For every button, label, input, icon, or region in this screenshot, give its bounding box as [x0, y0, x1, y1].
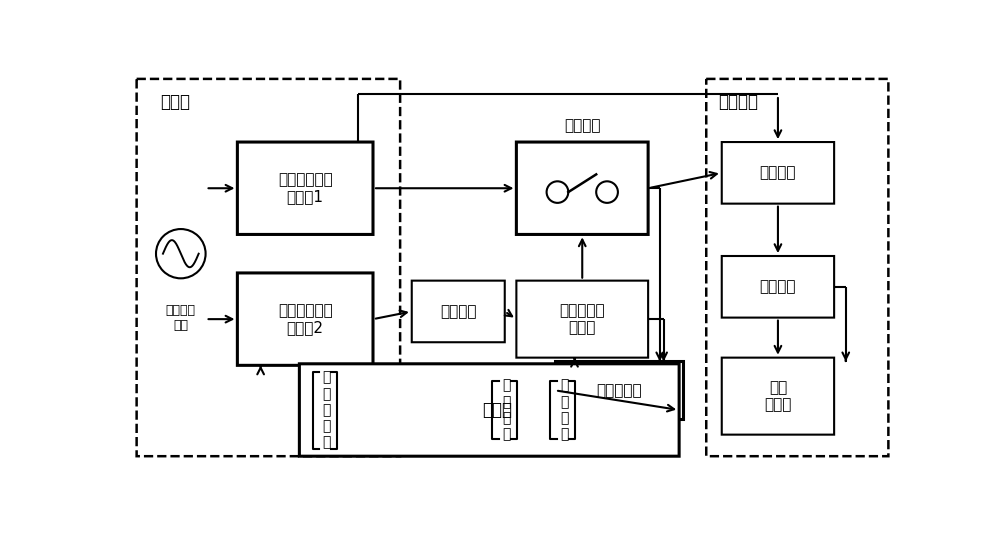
FancyBboxPatch shape: [412, 281, 505, 342]
FancyBboxPatch shape: [722, 358, 834, 435]
Text: 初级放大: 初级放大: [760, 165, 796, 180]
Circle shape: [156, 229, 206, 279]
Text: 声光
调制器: 声光 调制器: [764, 380, 792, 412]
Text: 同
相
检
测: 同 相 检 测: [560, 379, 569, 441]
Text: 信号源: 信号源: [160, 93, 190, 111]
Circle shape: [547, 182, 568, 203]
Circle shape: [596, 182, 618, 203]
FancyBboxPatch shape: [237, 273, 373, 365]
Text: 延
迟
驱
动: 延 迟 驱 动: [502, 379, 510, 441]
FancyBboxPatch shape: [237, 142, 373, 235]
Text: 直接数字频率
合成器2: 直接数字频率 合成器2: [278, 303, 333, 335]
Text: 放大模块: 放大模块: [718, 93, 758, 111]
FancyBboxPatch shape: [555, 362, 683, 420]
Text: 模数转换器: 模数转换器: [596, 383, 642, 398]
FancyBboxPatch shape: [137, 79, 400, 456]
Text: 直接数字频率
合成器1: 直接数字频率 合成器1: [278, 172, 333, 204]
FancyBboxPatch shape: [516, 142, 648, 235]
FancyBboxPatch shape: [299, 364, 679, 456]
FancyBboxPatch shape: [706, 79, 888, 456]
Text: 可编程数字
延迟器: 可编程数字 延迟器: [559, 303, 605, 335]
Text: 次级放大: 次级放大: [760, 279, 796, 294]
Text: 高稳定性
晶振: 高稳定性 晶振: [166, 304, 196, 332]
Text: 电子开关: 电子开关: [564, 118, 600, 133]
FancyBboxPatch shape: [516, 281, 648, 358]
FancyBboxPatch shape: [722, 256, 834, 318]
Text: 处理器: 处理器: [482, 401, 512, 419]
Text: 信
号
源
驱
动: 信 号 源 驱 动: [322, 371, 331, 449]
Text: 波形整形: 波形整形: [440, 304, 477, 319]
FancyBboxPatch shape: [722, 142, 834, 204]
